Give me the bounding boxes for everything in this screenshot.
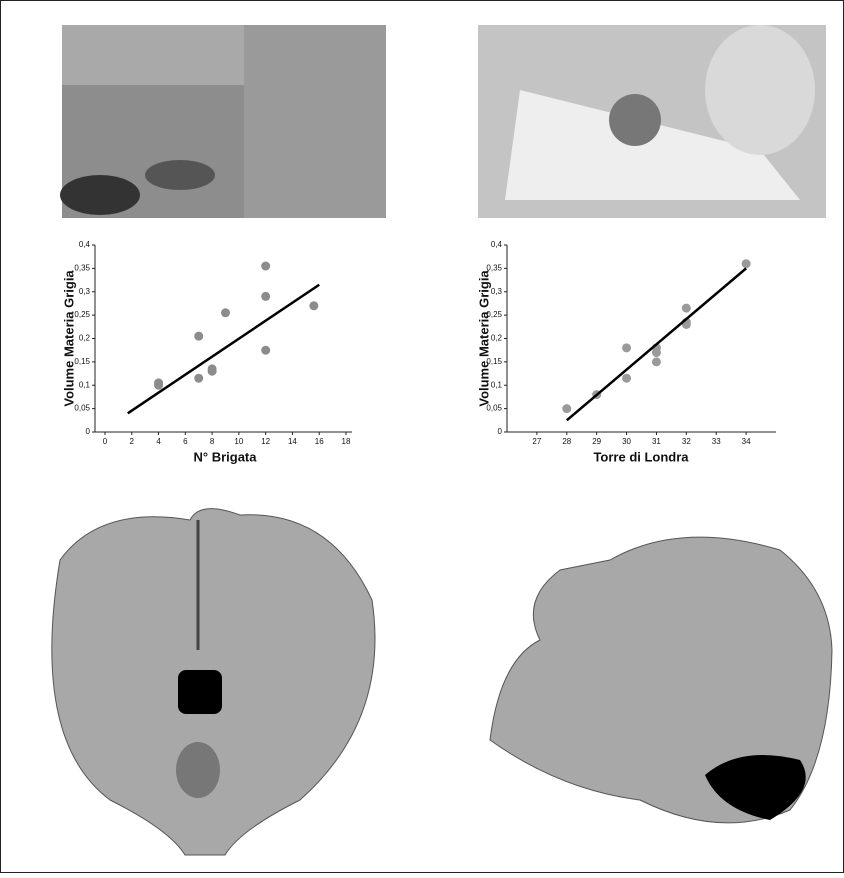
- x-axis-label: Torre di Londra: [593, 449, 689, 464]
- y-tick-label: 0,1: [79, 380, 91, 389]
- x-tick-label: 33: [712, 437, 721, 446]
- x-tick-label: 28: [562, 437, 571, 446]
- fit-line: [128, 285, 319, 414]
- x-tick-label: 10: [234, 437, 243, 446]
- y-tick-label: 0,4: [79, 240, 91, 249]
- data-point: [261, 262, 270, 271]
- y-tick-label: 0,35: [74, 263, 90, 272]
- data-point: [652, 357, 661, 366]
- y-tick-label: 0,2: [79, 334, 91, 343]
- y-tick-label: 0: [86, 427, 91, 436]
- x-axis-label: N° Brigata: [194, 449, 258, 464]
- data-point: [261, 346, 270, 355]
- x-tick-label: 18: [342, 437, 351, 446]
- x-tick-label: 31: [652, 437, 661, 446]
- data-point: [261, 292, 270, 301]
- data-point: [208, 367, 217, 376]
- x-tick-label: 0: [103, 437, 108, 446]
- data-point: [194, 332, 203, 341]
- photo-tower-of-london: [478, 25, 826, 218]
- x-tick-label: 27: [532, 437, 541, 446]
- x-tick-label: 8: [210, 437, 215, 446]
- data-point: [682, 304, 691, 313]
- data-point: [652, 348, 661, 357]
- y-axis-label: Volume Materia Grigia: [476, 270, 491, 407]
- data-point: [194, 374, 203, 383]
- photo-kitchen-right: [244, 25, 386, 218]
- y-axis-label: Volume Materia Grigia: [61, 270, 76, 407]
- x-tick-label: 16: [315, 437, 324, 446]
- y-tick-label: 0: [498, 427, 503, 436]
- y-tick-label: 0,1: [491, 380, 503, 389]
- y-tick-label: 0,15: [74, 357, 90, 366]
- y-tick-label: 0,4: [491, 240, 503, 249]
- y-tick-label: 0,3: [491, 287, 503, 296]
- brain-axial: [52, 509, 375, 855]
- x-tick-label: 29: [592, 437, 601, 446]
- data-point: [622, 343, 631, 352]
- data-point: [309, 301, 318, 310]
- y-tick-label: 0,2: [491, 334, 503, 343]
- x-tick-label: 12: [261, 437, 270, 446]
- data-point: [562, 404, 571, 413]
- x-tick-label: 4: [156, 437, 161, 446]
- data-point: [154, 381, 163, 390]
- x-tick-label: 2: [130, 437, 135, 446]
- y-tick-label: 0,05: [74, 404, 90, 413]
- x-tick-label: 30: [622, 437, 631, 446]
- figure: 0 0,05 0,1 0,15 0,2 0,25 0,3 0,35 0,4 0 2 4 6 8 10 12 14…: [0, 0, 844, 873]
- data-point: [742, 259, 751, 268]
- brain-sagittal: [490, 537, 832, 823]
- photo-kitchen: [60, 25, 244, 218]
- data-point: [221, 308, 230, 317]
- x-tick-label: 34: [742, 437, 751, 446]
- x-tick-label: 32: [682, 437, 691, 446]
- data-point: [622, 374, 631, 383]
- x-tick-label: 6: [183, 437, 188, 446]
- x-tick-label: 14: [288, 437, 297, 446]
- y-tick-label: 0,25: [74, 310, 90, 319]
- figure-canvas: 0 0,05 0,1 0,15 0,2 0,25 0,3 0,35 0,4 0 2 4 6 8 10 12 14…: [0, 0, 844, 873]
- y-tick-label: 0,3: [79, 287, 91, 296]
- fit-line: [567, 268, 746, 420]
